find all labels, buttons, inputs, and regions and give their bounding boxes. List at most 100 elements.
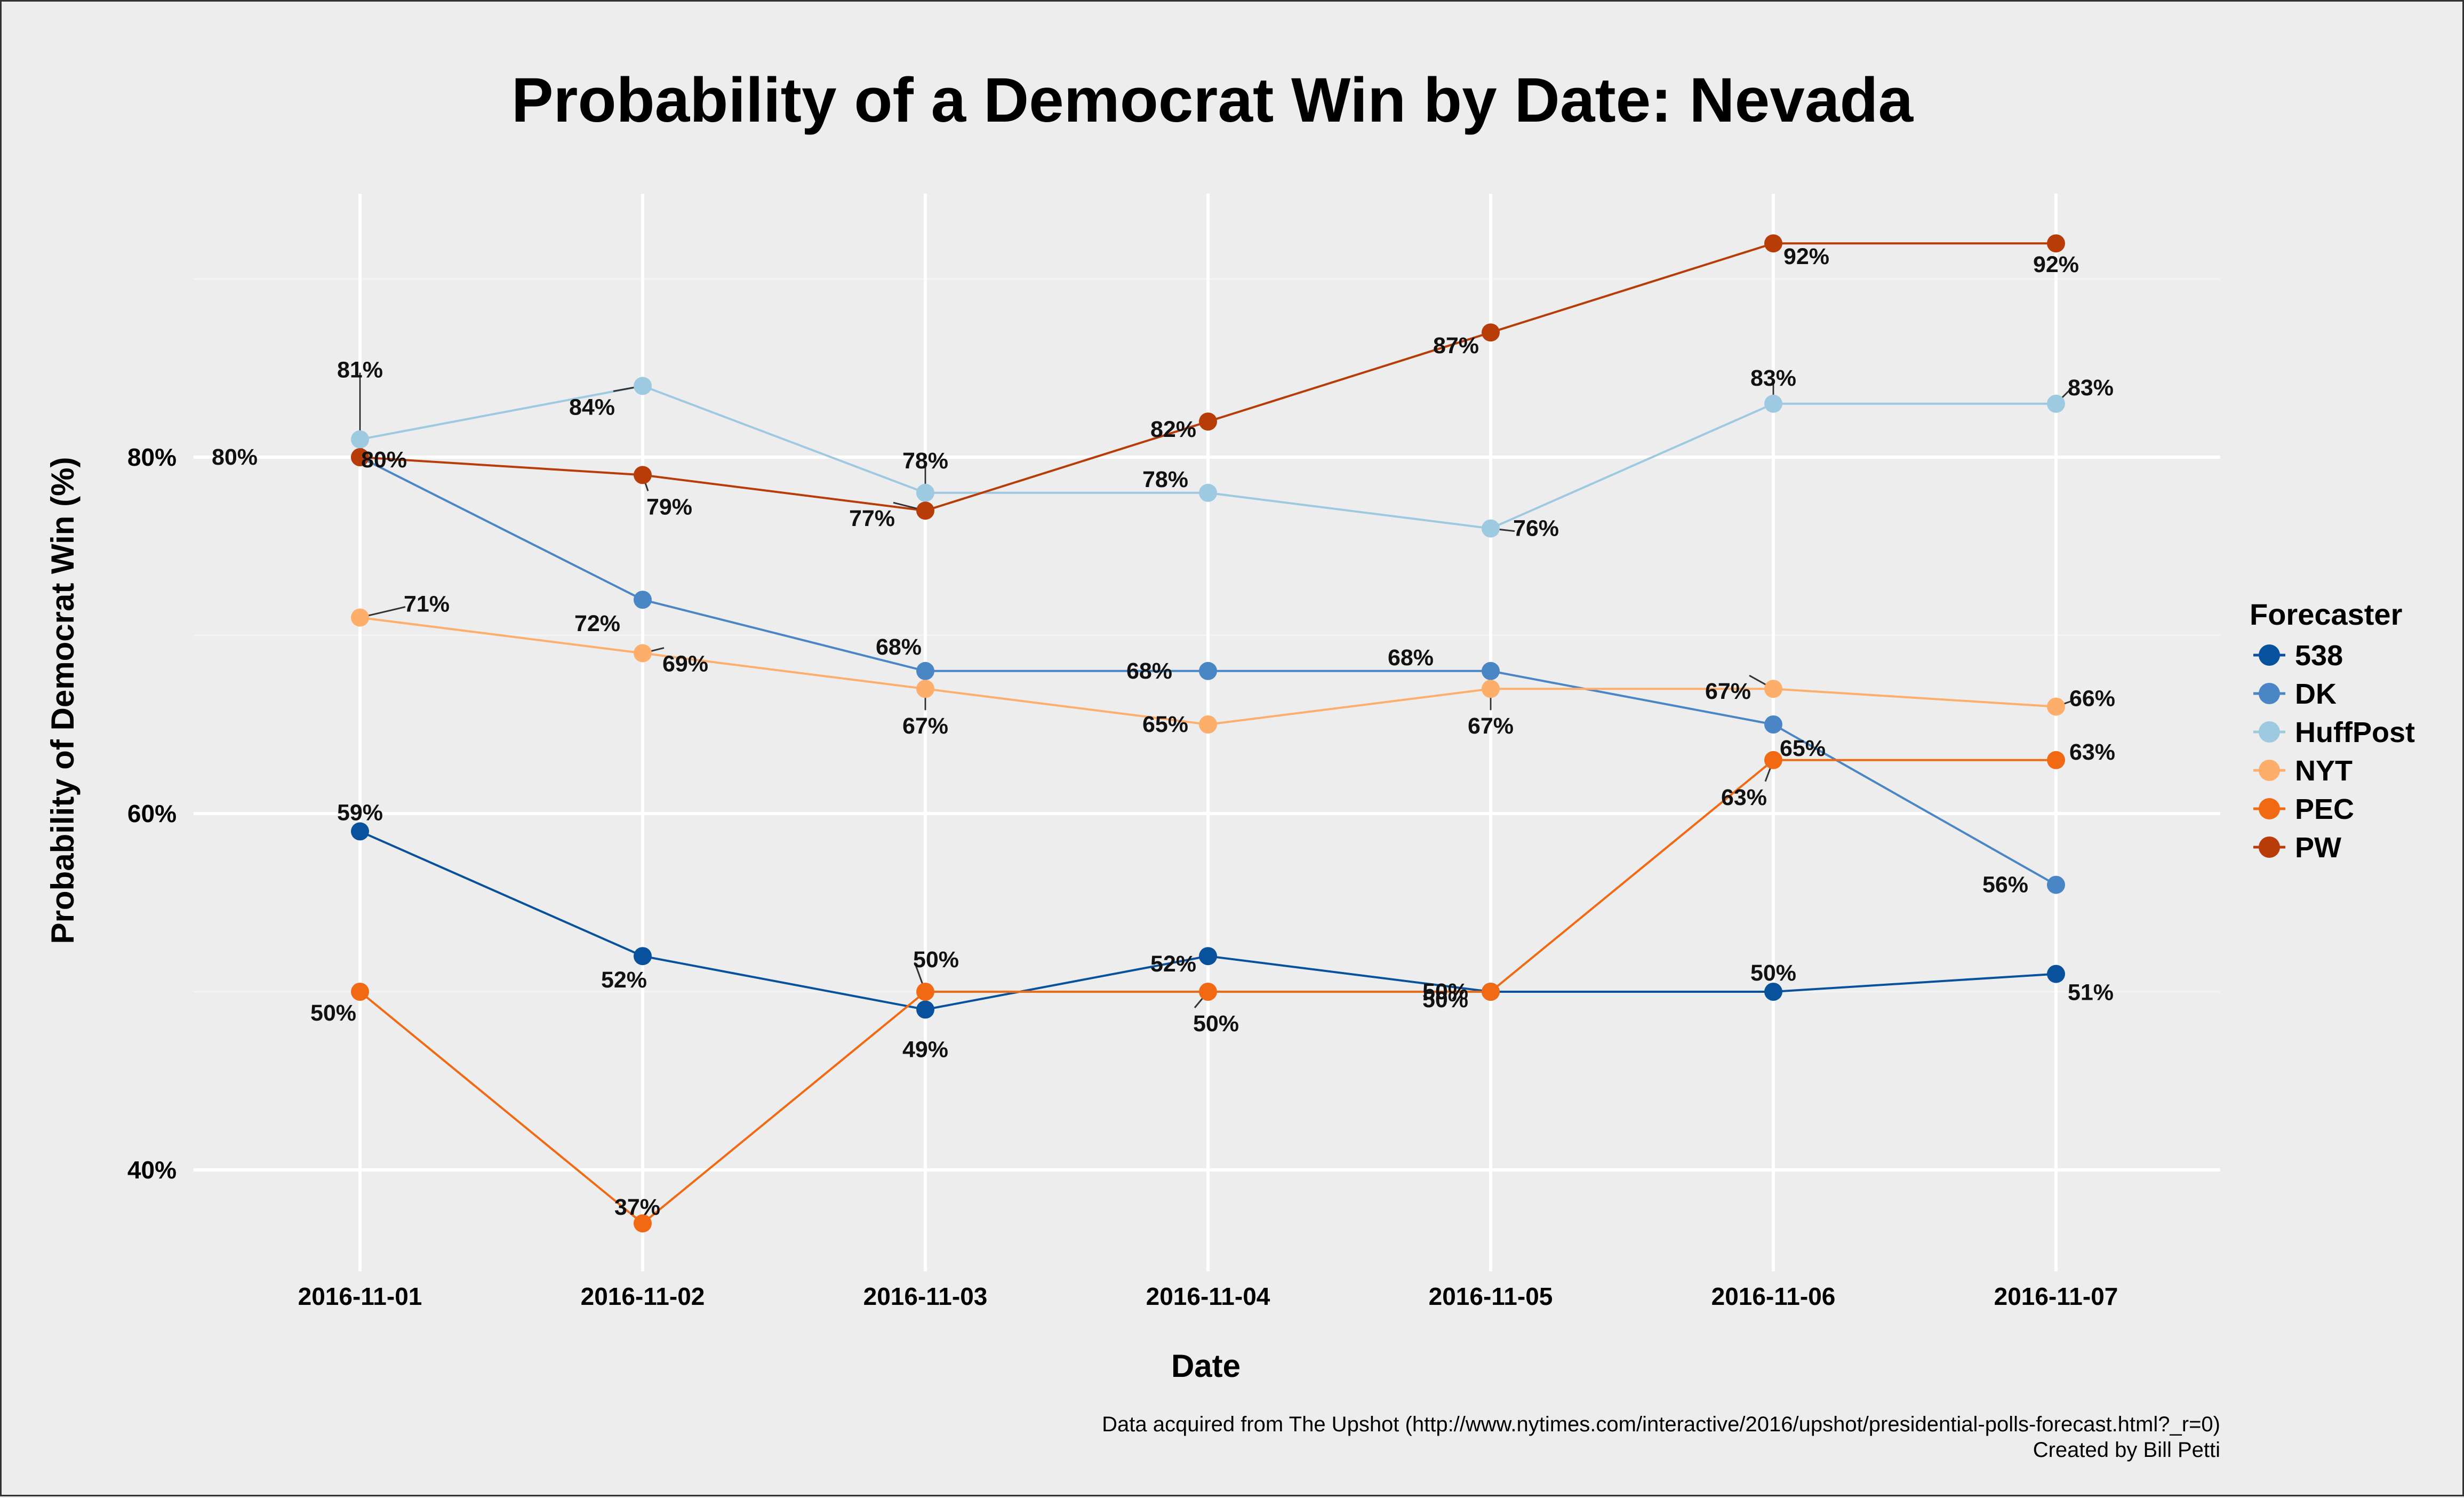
data-label-nyt: 67% [1705,679,1751,704]
legend-label-huffpost: HuffPost [2295,716,2415,748]
data-point-nyt [351,608,369,627]
data-point-pw [916,501,934,520]
legend-items: 538 DK HuffPost NYT PEC PW [2253,640,2415,864]
data-point-dk [2047,875,2065,894]
caption-credit: Created by Bill Petti [2033,1438,2220,1462]
x-tick-label: 2016-11-03 [863,1282,988,1310]
legend-key-point-dk [2259,683,2280,704]
data-point-nyt [916,680,934,698]
chart-title: Probability of a Democrat Win by Date: N… [511,65,1914,136]
data-point-huffpost [1764,394,1782,413]
data-label-538: 52% [1150,951,1196,977]
data-point-huffpost [1199,483,1217,502]
data-label-pec: 63% [2069,739,2115,765]
grid-layer [194,194,2220,1271]
legend-label-538: 538 [2295,640,2343,672]
legend-label-pec: PEC [2295,793,2354,825]
data-point-nyt [2047,697,2065,716]
data-point-nyt [634,644,652,663]
legend-label-nyt: NYT [2295,755,2353,787]
data-label-pw: 79% [646,494,692,520]
data-label-pw: 87% [1433,333,1479,358]
data-point-pec [1199,983,1217,1001]
data-point-huffpost [634,377,652,395]
data-label-nyt: 69% [662,651,708,676]
data-point-pw [351,448,369,466]
data-label-huffpost: 84% [569,394,615,420]
data-label-dk: 72% [574,611,620,636]
data-label-538: 50% [1422,979,1468,1005]
data-label-538: 51% [2068,980,2114,1006]
legend-key-point-pw [2259,836,2280,858]
legend-key-point-nyt [2259,760,2280,781]
data-label-pec: 37% [614,1194,660,1220]
data-point-538 [634,947,652,966]
legend-title: Forecaster [2250,597,2402,631]
legend: Forecaster 538 DK HuffPost NYT PEC PW [2250,597,2415,864]
data-point-pw [634,466,652,484]
data-point-pw [1764,234,1782,253]
x-axis-title: Date [1171,1348,1241,1384]
data-label-huffpost: 81% [337,357,383,383]
data-label-dk: 56% [1982,872,2028,898]
data-label-nyt: 71% [404,592,450,617]
data-label-538: 59% [337,800,383,825]
data-label-dk: 80% [212,444,258,470]
data-point-pec [634,1214,652,1233]
legend-label-pw: PW [2295,832,2341,864]
x-tick-label: 2016-11-05 [1429,1282,1553,1310]
data-label-dk: 68% [876,634,922,660]
data-label-538: 52% [601,967,647,993]
data-label-huffpost: 83% [1750,365,1796,391]
data-point-nyt [1199,715,1217,734]
caption-source: Data acquired from The Upshot (http://ww… [1102,1413,2220,1436]
x-tick-label: 2016-11-06 [1711,1282,1836,1310]
data-label-huffpost: 76% [1513,516,1559,541]
data-label-pw: 80% [361,447,407,473]
x-tick-label: 2016-11-04 [1146,1282,1270,1310]
data-label-pw: 77% [849,506,895,531]
data-point-pec [1482,983,1500,1001]
y-tick-label: 80% [127,443,177,471]
legend-key-point-huffpost [2259,721,2280,743]
data-point-huffpost [351,430,369,449]
data-point-huffpost [2047,394,2065,413]
data-label-pw: 92% [1783,244,1829,269]
data-label-huffpost: 83% [2068,375,2114,401]
data-point-pec [916,983,934,1001]
data-label-nyt: 66% [2069,686,2115,712]
data-point-538 [2047,965,2065,983]
data-point-pw [1199,412,1217,431]
y-tick-label: 40% [127,1156,177,1184]
data-label-pec: 63% [1721,785,1767,810]
label-leaders [359,372,2071,1008]
data-label-nyt: 67% [1468,713,1514,739]
data-label-huffpost: 78% [902,448,948,474]
data-point-dk [1764,715,1782,734]
data-label-huffpost: 78% [1142,467,1188,492]
data-points [351,234,2065,1233]
legend-key-point-pec [2259,798,2280,819]
data-point-pw [1482,323,1500,342]
data-label-538: 50% [1750,960,1796,986]
data-label-538: 49% [902,1037,948,1062]
data-label-pw: 92% [2033,252,2079,277]
axis-ticks: 2016-11-01 2016-11-02 2016-11-03 2016-11-04… [127,443,2118,1310]
data-point-pec [1764,751,1782,769]
data-label-nyt: 65% [1142,712,1188,737]
data-point-538 [916,1000,934,1019]
data-point-dk [634,591,652,609]
data-label-pec: 50% [1422,987,1468,1013]
y-axis-title: Probability of Democrat Win (%) [45,457,81,944]
data-point-nyt [1482,680,1500,698]
data-point-huffpost [1482,519,1500,538]
data-point-huffpost [916,483,934,502]
data-point-pec [2047,751,2065,769]
data-point-dk [1482,662,1500,680]
data-label-nyt: 67% [902,713,948,739]
data-point-pw [2047,234,2065,253]
x-tick-label: 2016-11-07 [1994,1282,2118,1310]
data-label-dk: 68% [1388,645,1434,671]
